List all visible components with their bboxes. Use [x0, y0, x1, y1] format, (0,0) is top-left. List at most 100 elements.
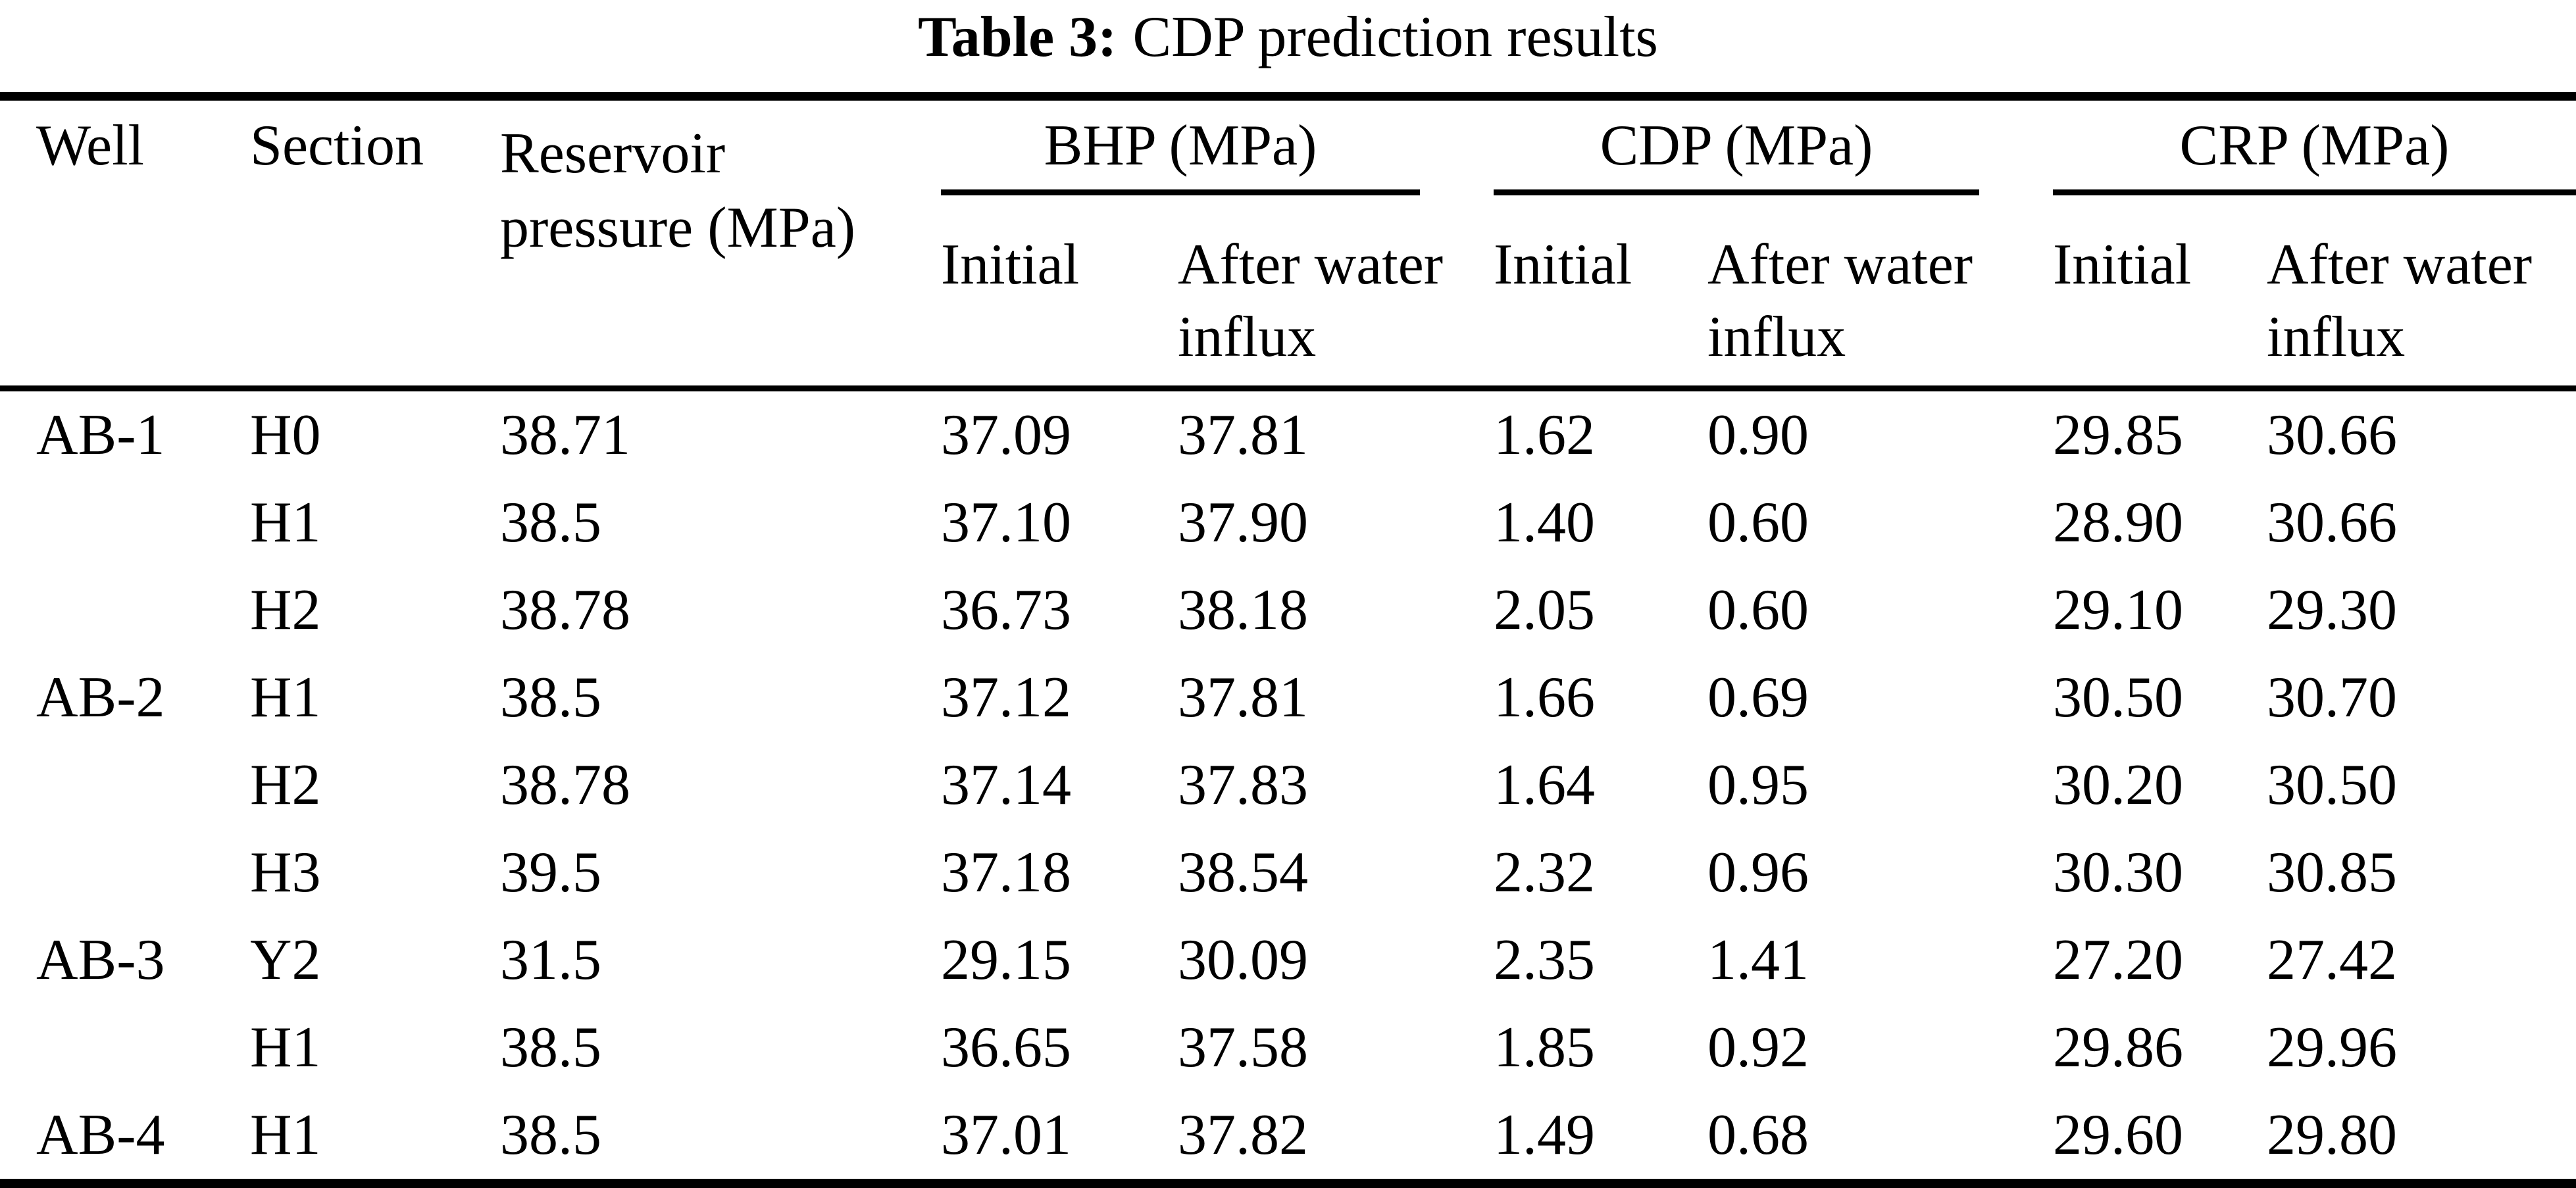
- table-caption-text: CDP prediction results: [1132, 5, 1658, 69]
- cell-reservoir-pressure: 38.5: [500, 1102, 601, 1167]
- cell-crp-after: 29.96: [2267, 1015, 2397, 1079]
- subheader-bhp-after-water-influx: After water influx: [1178, 216, 1494, 391]
- cell-section: H2: [250, 753, 321, 817]
- cell-section: H1: [250, 490, 321, 555]
- cell-reservoir-pressure: 38.78: [500, 753, 630, 817]
- cell-reservoir-pressure: 38.5: [500, 490, 601, 555]
- table-row: H2 38.78 36.73 38.18 2.05 0.60 29.10 29.…: [0, 566, 2576, 654]
- cell-bhp-initial: 37.14: [941, 753, 1071, 817]
- table-row: AB-4 H1 38.5 37.01 37.82 1.49 0.68 29.60…: [0, 1091, 2576, 1183]
- cell-bhp-after: 30.09: [1178, 928, 1308, 992]
- cell-cdp-initial: 1.85: [1494, 1015, 1595, 1079]
- cell-section: H3: [250, 840, 321, 904]
- group-header-crp-label: CRP (MPa): [2179, 114, 2450, 178]
- cell-bhp-after: 37.83: [1178, 753, 1308, 817]
- cell-bhp-initial: 37.01: [941, 1102, 1071, 1167]
- cell-well: [0, 1004, 250, 1091]
- cell-crp-after: 30.50: [2267, 753, 2397, 817]
- cell-cdp-after: 0.95: [1707, 753, 1809, 817]
- column-header-reservoir-pressure-text: Reservoir pressure (MPa): [500, 122, 856, 260]
- cell-cdp-after: 0.69: [1707, 665, 1809, 730]
- subheader-bhp-initial: Initial: [941, 216, 1178, 391]
- table-body: AB-1 H0 38.71 37.09 37.81 1.62 0.90 29.8…: [0, 389, 2576, 1184]
- group-header-bhp-underline: BHP (MPa): [941, 117, 1420, 195]
- cell-cdp-initial: 1.64: [1494, 753, 1595, 817]
- cell-well: [0, 741, 250, 829]
- group-header-bhp: BHP (MPa): [941, 97, 1494, 216]
- cell-well: AB-3: [36, 928, 165, 992]
- cell-cdp-initial: 1.66: [1494, 665, 1595, 730]
- cell-bhp-initial: 29.15: [941, 928, 1071, 992]
- cell-cdp-initial: 1.49: [1494, 1102, 1595, 1167]
- table-header: Well Section Reservoir pressure (MPa) BH…: [0, 96, 2576, 391]
- table-row: H3 39.5 37.18 38.54 2.32 0.96 30.30 30.8…: [0, 829, 2576, 916]
- cell-cdp-after: 0.60: [1707, 490, 1809, 555]
- cell-reservoir-pressure: 38.5: [500, 665, 601, 730]
- cell-bhp-after: 37.81: [1178, 403, 1308, 467]
- table-row: AB-3 Y2 31.5 29.15 30.09 2.35 1.41 27.20…: [0, 916, 2576, 1004]
- subheader-crp-initial: Initial: [2053, 216, 2267, 391]
- cell-bhp-initial: 36.65: [941, 1015, 1071, 1079]
- cell-reservoir-pressure: 38.71: [500, 403, 630, 467]
- cell-crp-after: 30.70: [2267, 665, 2397, 730]
- cell-crp-initial: 29.60: [2053, 1102, 2183, 1167]
- cell-reservoir-pressure: 38.5: [500, 1015, 601, 1079]
- cell-well: AB-4: [36, 1102, 165, 1167]
- cell-crp-initial: 29.85: [2053, 403, 2183, 467]
- cell-crp-initial: 28.90: [2053, 490, 2183, 555]
- cell-cdp-initial: 2.32: [1494, 840, 1595, 904]
- cell-well: [0, 479, 250, 566]
- group-header-crp-underline: CRP (MPa): [2053, 117, 2576, 195]
- table-row: H1 38.5 36.65 37.58 1.85 0.92 29.86 29.9…: [0, 1004, 2576, 1091]
- cell-bhp-initial: 36.73: [941, 578, 1071, 642]
- table-caption: Table 3: CDP prediction results: [0, 0, 2576, 70]
- subheader-cdp-after-water-influx: After water influx: [1707, 216, 2053, 391]
- group-header-cdp-label: CDP (MPa): [1600, 114, 1873, 178]
- cell-cdp-after: 0.68: [1707, 1102, 1809, 1167]
- cell-cdp-after: 0.90: [1707, 403, 1809, 467]
- cell-crp-after: 30.66: [2267, 403, 2397, 467]
- cell-section: H2: [250, 578, 321, 642]
- cell-bhp-after: 37.58: [1178, 1015, 1308, 1079]
- cell-bhp-after: 38.18: [1178, 578, 1308, 642]
- cell-cdp-initial: 2.05: [1494, 578, 1595, 642]
- cell-well: AB-1: [36, 403, 165, 467]
- cell-section: Y2: [250, 928, 321, 992]
- header-row-sub: Initial After water influx Initial After…: [0, 216, 2576, 391]
- cell-crp-initial: 27.20: [2053, 928, 2183, 992]
- cell-bhp-after: 37.90: [1178, 490, 1308, 555]
- header-row-top: Well Section Reservoir pressure (MPa) BH…: [0, 96, 2576, 391]
- cell-crp-after: 30.85: [2267, 840, 2397, 904]
- cell-well: [0, 829, 250, 916]
- cell-cdp-initial: 1.40: [1494, 490, 1595, 555]
- column-header-section: Section: [250, 96, 500, 391]
- cell-section: H1: [250, 665, 321, 730]
- cell-bhp-initial: 37.18: [941, 840, 1071, 904]
- cell-bhp-after: 37.82: [1178, 1102, 1308, 1167]
- table-row: AB-1 H0 38.71 37.09 37.81 1.62 0.90 29.8…: [0, 389, 2576, 480]
- cell-well: [0, 566, 250, 654]
- cell-crp-after: 29.30: [2267, 578, 2397, 642]
- cell-cdp-after: 0.60: [1707, 578, 1809, 642]
- cell-well: AB-2: [36, 665, 165, 730]
- cell-reservoir-pressure: 38.78: [500, 578, 630, 642]
- cell-reservoir-pressure: 39.5: [500, 840, 601, 904]
- table-row: H1 38.5 37.10 37.90 1.40 0.60 28.90 30.6…: [0, 479, 2576, 566]
- group-header-cdp: CDP (MPa): [1494, 97, 2053, 216]
- column-header-reservoir-pressure: Reservoir pressure (MPa): [500, 96, 941, 391]
- subheader-crp-after-water-influx: After water influx: [2267, 216, 2576, 391]
- subheader-cdp-initial: Initial: [1494, 216, 1707, 391]
- group-header-crp: CRP (MPa): [2053, 97, 2576, 216]
- cell-cdp-after: 1.41: [1707, 928, 1809, 992]
- cell-bhp-initial: 37.12: [941, 665, 1071, 730]
- cell-bhp-after: 37.81: [1178, 665, 1308, 730]
- cell-section: H0: [250, 403, 321, 467]
- cell-cdp-after: 0.96: [1707, 840, 1809, 904]
- cell-crp-initial: 30.50: [2053, 665, 2183, 730]
- cell-crp-initial: 30.20: [2053, 753, 2183, 817]
- table-caption-label: Table 3:: [918, 5, 1117, 69]
- cell-bhp-initial: 37.10: [941, 490, 1071, 555]
- group-header-bhp-label: BHP (MPa): [1044, 114, 1317, 178]
- cell-bhp-after: 38.54: [1178, 840, 1308, 904]
